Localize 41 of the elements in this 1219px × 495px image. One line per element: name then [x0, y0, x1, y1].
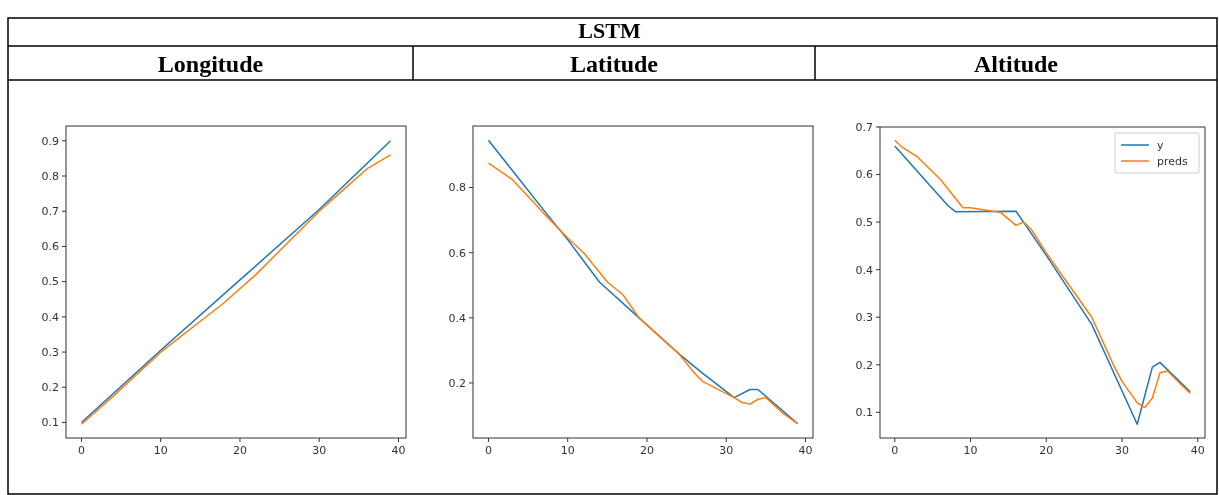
y-tick-label: 0.6 [855, 168, 873, 182]
y-tick-label: 0.2 [855, 358, 873, 372]
y-tick-label: 0.2 [448, 376, 466, 390]
x-tick-label: 40 [798, 444, 813, 457]
y-tick-label: 0.6 [448, 246, 466, 260]
y-tick-label: 0.5 [855, 215, 873, 229]
x-tick-label: 30 [312, 444, 327, 457]
x-tick-label: 0 [77, 444, 85, 457]
y-tick-label: 0.1 [41, 416, 59, 430]
y-tick-label: 0.4 [855, 263, 873, 277]
y-tick-label: 0.1 [855, 406, 873, 420]
x-tick-label: 30 [719, 444, 734, 457]
x-tick-label: 10 [963, 444, 978, 457]
y-tick-label: 0.3 [855, 311, 873, 325]
x-tick-label: 20 [639, 444, 654, 457]
x-tick-label: 20 [232, 444, 247, 457]
y-tick-label: 0.7 [41, 205, 59, 219]
y-tick-label: 0.4 [41, 310, 59, 324]
x-tick-label: 20 [1039, 444, 1054, 457]
chart-title: Altitude [974, 51, 1059, 77]
x-tick-label: 10 [560, 444, 575, 457]
y-tick-label: 0.6 [41, 240, 59, 254]
y-tick-label: 0.8 [448, 181, 466, 195]
x-tick-label: 30 [1115, 444, 1130, 457]
legend-label: preds [1157, 154, 1189, 168]
y-tick-label: 0.4 [448, 311, 466, 325]
chart-title: Latitude [569, 51, 659, 77]
y-tick-label: 0.7 [855, 120, 873, 134]
y-tick-label: 0.5 [41, 275, 59, 289]
y-tick-label: 0.8 [41, 169, 59, 183]
y-tick-label: 0.3 [41, 345, 59, 359]
y-tick-label: 0.9 [41, 134, 59, 148]
y-tick-label: 0.2 [41, 381, 59, 395]
chart-title: Longitude [157, 51, 264, 77]
x-tick-label: 10 [153, 444, 168, 457]
x-tick-label: 0 [891, 444, 899, 457]
text: LSTM [578, 18, 641, 43]
x-tick-label: 40 [1190, 444, 1205, 457]
x-tick-label: 40 [391, 444, 406, 457]
x-tick-label: 0 [484, 444, 492, 457]
legend-label: y [1157, 138, 1164, 152]
